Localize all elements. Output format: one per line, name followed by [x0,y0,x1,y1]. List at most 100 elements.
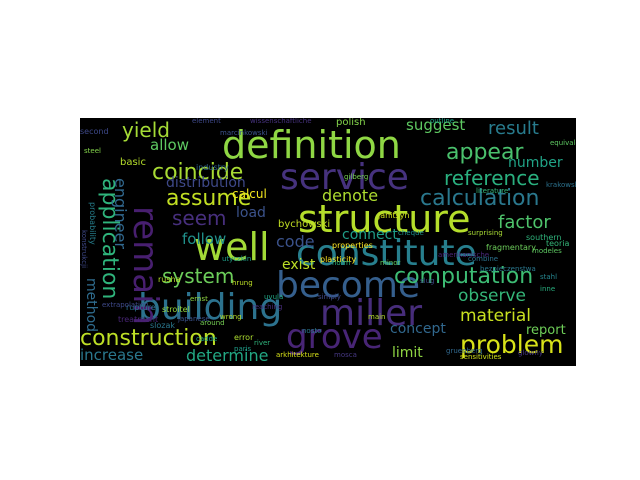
cloud-word: reference [444,166,540,190]
cloud-word: become [276,265,421,306]
cloud-word: equivalent [550,139,576,147]
cloud-word: literature [476,187,509,195]
cloud-word: outline [430,118,455,125]
cloud-word: polish [336,118,366,128]
cloud-word: arkhitekture [276,351,319,359]
cloud-word: yield [122,118,170,142]
cloud-word: simply [318,293,341,301]
cloud-word: construction [80,326,217,351]
cloud-word: allow [150,136,189,154]
cloud-word: southern [526,233,562,242]
cloud-word: number [508,155,563,171]
cloud-word: uvula [264,293,284,301]
cloud-word: teoria [546,239,570,248]
cloud-word: cadde [196,335,218,343]
cloud-word: method [83,278,99,333]
cloud-word: definition [222,123,401,167]
cloud-word: wissenschaftliche [250,118,312,125]
cloud-word: factor [498,212,551,233]
cloud-word: engineer [111,178,130,249]
cloud-word: extrapolation [102,301,149,309]
cloud-word: determine [186,346,269,365]
cloud-word: problem [460,330,564,359]
cloud-word: minor [380,259,401,267]
cloud-word: bezpieczenstwa [480,265,536,273]
cloud-word: appear [446,140,524,165]
cloud-word: observe [458,286,527,306]
word-cloud: definition structure service constitute buil… [80,118,576,366]
cloud-word: mosca [334,351,357,359]
cloud-word: utyczkin [222,255,252,263]
cloud-word: marcinkowski [220,129,268,137]
cloud-word: load [236,205,266,221]
cloud-word: basic [120,157,146,168]
cloud-word: distribution [166,175,246,191]
cloud-word: paris [234,345,252,353]
cloud-word: material [460,306,531,326]
cloud-word: inne [540,285,556,293]
cloud-word: steel [84,147,101,155]
cloud-word: slug [420,277,435,285]
cloud-word: stroitel [162,305,190,314]
cloud-word: well [194,225,270,269]
cloud-word: janitsyn [378,211,410,220]
cloud-word: code [276,232,315,251]
cloud-word: probability [88,202,97,245]
cloud-word: cheque [398,229,424,237]
cloud-word: exist [282,257,316,273]
cloud-word: glowny [518,349,543,357]
cloud-word: main [368,313,386,321]
cloud-word: ernst [190,295,208,303]
cloud-word: increase [80,346,144,364]
cloud-word: nosto [302,327,322,335]
cloud-word: system [162,264,235,288]
cloud-word: miller [320,293,423,334]
cloud-word: calculation [420,186,540,211]
cloud-word: report [526,323,566,338]
cloud-word: konstrukcji [80,230,88,269]
cloud-word: limit [392,345,423,361]
cloud-word: plasticity [320,255,357,264]
cloud-word: properties [332,241,373,250]
cloud-word: amerikanische [438,251,490,259]
cloud-word: element [192,118,221,125]
cloud-word: result [488,118,539,139]
cloud-word: surprising [468,229,503,237]
cloud-word: stahl [540,273,558,281]
cloud-word: rusha [158,275,181,284]
cloud-word: coincide [152,160,244,185]
cloud-word: building [138,287,283,328]
cloud-word: japanese [178,315,210,323]
cloud-word: industry [196,163,229,172]
cloud-word: concept [390,321,446,337]
cloud-word: fragmentary [486,243,536,252]
cloud-word: norm [332,259,351,267]
cloud-word: slozak [150,321,176,330]
cloud-word: follow [182,230,227,248]
cloud-word: gilberg [344,173,369,181]
cloud-word: structure [298,197,471,241]
cloud-word: constitute [296,233,477,274]
cloud-word: rupture [126,303,156,312]
cloud-word: assume [166,186,252,211]
cloud-word: reaching [252,303,283,311]
cloud-word: computation [394,264,534,289]
cloud-word: seem [172,206,227,230]
cloud-word: sensitivities [460,353,502,361]
cloud-word: second [80,127,109,136]
cloud-word: modeles [532,247,562,255]
cloud-word: river [254,339,271,347]
cloud-word: combine [468,255,499,263]
cloud-word: calcul [232,187,267,201]
cloud-word: wrong [220,313,242,321]
cloud-word: connect [342,227,398,243]
cloud-word: krakowski [546,181,576,189]
cloud-word: error [234,333,254,342]
cloud-word: denote [322,186,379,205]
cloud-word: grove [286,317,383,357]
cloud-word: treatment [118,315,159,324]
cloud-word: hrung [232,279,253,287]
cloud-word: service [280,157,409,198]
cloud-word: gruenberg [446,347,483,355]
cloud-word: suggest [406,118,466,134]
